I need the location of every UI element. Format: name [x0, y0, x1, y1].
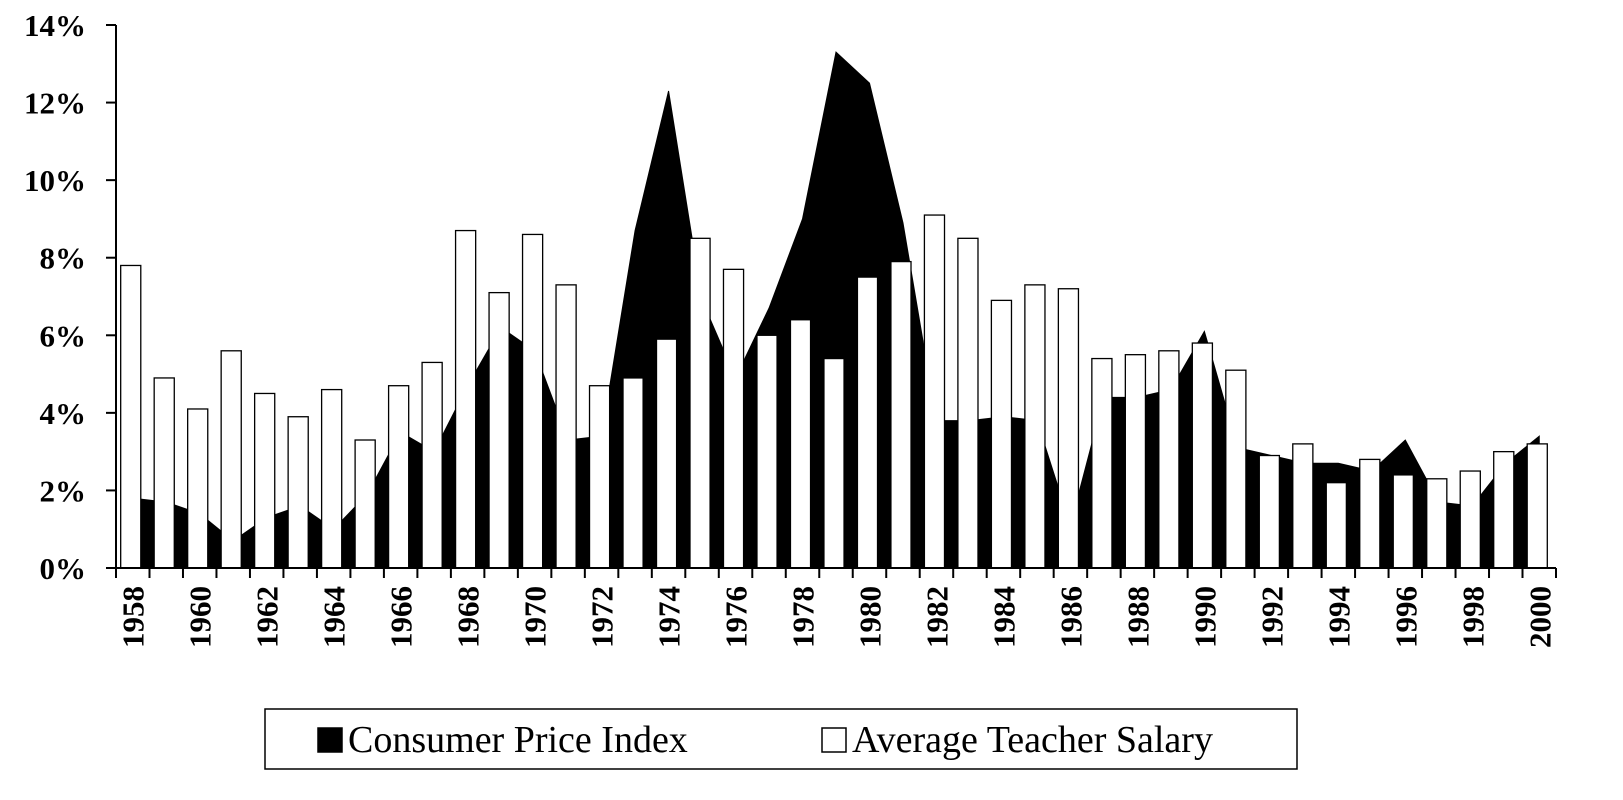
salary-bar: [1459, 470, 1481, 569]
x-tick-label: 1978: [786, 586, 821, 648]
legend-swatch: [821, 727, 847, 753]
salary-bar: [622, 377, 644, 569]
x-tick-label: 2000: [1522, 586, 1557, 648]
salary-bar: [1426, 478, 1448, 569]
legend-box: [264, 708, 1298, 770]
legend-label: Consumer Price Index: [348, 719, 688, 761]
y-tick-label: 12%: [24, 86, 86, 121]
salary-bar: [1191, 342, 1214, 569]
salary-bar: [1158, 350, 1180, 569]
salary-bar: [153, 377, 175, 569]
x-tick-label: 1972: [585, 586, 620, 648]
salary-bar: [555, 284, 577, 569]
salary-bar: [1325, 482, 1348, 569]
x-tick-label: 1966: [384, 586, 419, 648]
x-tick-label: 1988: [1120, 586, 1155, 648]
x-tick-label: 1996: [1388, 586, 1423, 648]
salary-bar: [655, 338, 678, 569]
salary-bar: [187, 408, 209, 569]
salary-bar: [588, 385, 611, 569]
y-tick-label: 2%: [40, 473, 87, 508]
salary-bar: [521, 233, 544, 569]
salary-bar: [1024, 284, 1046, 569]
salary-bar: [990, 299, 1013, 569]
salary-bar: [220, 350, 242, 569]
x-tick-label: 1964: [317, 586, 352, 648]
x-tick-label: 1968: [451, 586, 486, 648]
salary-bar: [856, 276, 879, 569]
salary-bar: [1292, 443, 1314, 569]
x-tick-label: 1970: [518, 586, 553, 648]
salary-bar: [1392, 474, 1414, 569]
salary-bar: [756, 334, 778, 569]
salary-bar: [488, 291, 510, 569]
x-tick-label: 1962: [250, 586, 285, 648]
x-tick-label: 1992: [1254, 586, 1289, 648]
x-tick-label: 1994: [1321, 586, 1356, 648]
x-tick-label: 1984: [986, 586, 1021, 648]
x-tick-label: 1974: [652, 586, 687, 648]
y-tick-label: 6%: [40, 318, 87, 353]
y-tick-label: 10%: [24, 163, 86, 198]
x-tick-label: 1976: [719, 586, 754, 648]
y-tick-label: 0%: [40, 551, 87, 586]
salary-bar: [1359, 458, 1381, 569]
salary-bar: [1526, 443, 1548, 569]
x-tick-label: 1958: [116, 586, 151, 648]
salary-bar: [421, 361, 443, 569]
salary-bar: [287, 416, 309, 569]
salary-bar: [957, 237, 979, 569]
salary-bar: [1057, 288, 1080, 569]
salary-bar: [823, 357, 845, 569]
salary-bar: [1124, 354, 1147, 569]
salary-bar: [320, 388, 343, 569]
salary-bar: [1225, 369, 1247, 569]
salary-bar: [354, 439, 376, 569]
legend-swatch: [317, 727, 343, 753]
salary-bar: [722, 268, 745, 569]
y-tick-label: 4%: [40, 396, 87, 431]
salary-bar: [454, 229, 477, 569]
x-tick-label: 1960: [183, 586, 218, 648]
salary-bar: [1091, 357, 1113, 569]
salary-bar: [923, 214, 946, 569]
y-tick-label: 14%: [24, 8, 86, 43]
salary-bar: [1258, 454, 1281, 569]
x-tick-label: 1982: [919, 586, 954, 648]
salary-bar: [1493, 450, 1515, 569]
x-tick-label: 1986: [1053, 586, 1088, 648]
salary-bar: [689, 237, 711, 569]
salary-bar: [387, 385, 410, 569]
salary-bar: [890, 260, 912, 569]
salary-bar: [253, 392, 276, 569]
x-tick-label: 1990: [1187, 586, 1222, 648]
salary-bar: [789, 319, 812, 569]
y-tick-label: 8%: [40, 241, 87, 276]
x-tick-label: 1980: [852, 586, 887, 648]
legend-label: Average Teacher Salary: [852, 719, 1213, 761]
salary-bar: [120, 264, 142, 569]
x-tick-label: 1998: [1455, 586, 1490, 648]
cpi-area: [132, 51, 1540, 569]
